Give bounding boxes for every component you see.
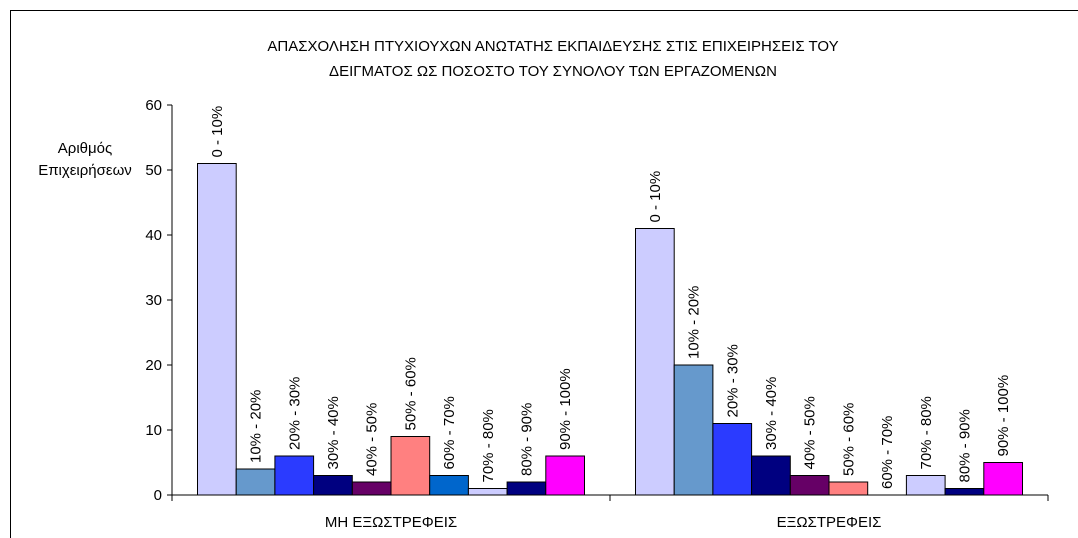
bar <box>235 468 276 496</box>
bar <box>506 481 547 496</box>
data-label: 10% - 20% <box>248 390 265 463</box>
y-tick-label: 50 <box>145 162 162 179</box>
data-label: 60% - 70% <box>879 416 896 489</box>
data-label: 40% - 50% <box>802 396 819 469</box>
bar <box>635 228 675 496</box>
data-label: 80% - 90% <box>518 403 535 476</box>
bar <box>983 462 1023 496</box>
data-label: 50% - 60% <box>402 357 419 430</box>
y-axis-label: Επιχειρήσεων <box>38 162 132 179</box>
data-label: 10% - 20% <box>686 286 703 359</box>
bar <box>789 475 830 496</box>
y-tick-label: 0 <box>154 487 162 504</box>
y-axis-label: Αριθμός <box>58 140 112 157</box>
bar <box>944 488 985 496</box>
bar <box>429 475 469 496</box>
data-label: 20% - 30% <box>724 344 741 417</box>
x-tick-label: ΕΞΩΣΤΡΕΦΕΙΣ <box>777 514 882 531</box>
y-tick-label: 20 <box>145 357 162 374</box>
bar <box>197 163 237 496</box>
bar <box>905 475 946 496</box>
y-tick-label: 30 <box>145 292 162 309</box>
data-label: 30% - 40% <box>325 396 342 469</box>
bar <box>390 436 431 496</box>
x-tick-label: ΜΗ ΕΞΩΣΤΡΕΦΕΙΣ <box>325 514 457 531</box>
data-label: 70% - 80% <box>918 396 935 469</box>
y-tick-label: 60 <box>145 97 162 114</box>
data-label: 30% - 40% <box>763 377 780 450</box>
bar <box>313 475 353 496</box>
data-label: 90% - 100% <box>995 375 1012 457</box>
chart-frame <box>10 10 1078 538</box>
y-tick-label: 10 <box>145 422 162 439</box>
data-label: 70% - 80% <box>480 409 497 482</box>
bar <box>712 423 753 496</box>
data-label: 80% - 90% <box>956 409 973 482</box>
bar <box>274 455 315 496</box>
data-label: 20% - 30% <box>286 377 303 450</box>
data-label: 0 - 10% <box>209 106 226 158</box>
chart-title: ΔΕΙΓΜΑΤΟΣ ΩΣ ΠΟΣΟΣΤΟ ΤΟΥ ΣΥΝΟΛΟΥ ΤΩΝ ΕΡΓ… <box>329 63 777 80</box>
data-label: 60% - 70% <box>441 396 458 469</box>
bar <box>545 455 585 496</box>
data-label: 90% - 100% <box>557 368 574 450</box>
chart-title: ΑΠΑΣΧΟΛΗΣΗ ΠΤΥΧΙΟΥΧΩΝ ΑΝΩΤΑΤΗΣ ΕΚΠΑΙΔΕΥΣ… <box>267 38 838 55</box>
bar <box>351 481 392 496</box>
bar <box>673 364 714 496</box>
y-tick-label: 40 <box>145 227 162 244</box>
bar <box>751 455 791 496</box>
bar <box>828 481 869 496</box>
data-label: 0 - 10% <box>647 171 664 223</box>
data-label: 40% - 50% <box>364 403 381 476</box>
data-label: 50% - 60% <box>840 403 857 476</box>
bar <box>467 488 508 496</box>
